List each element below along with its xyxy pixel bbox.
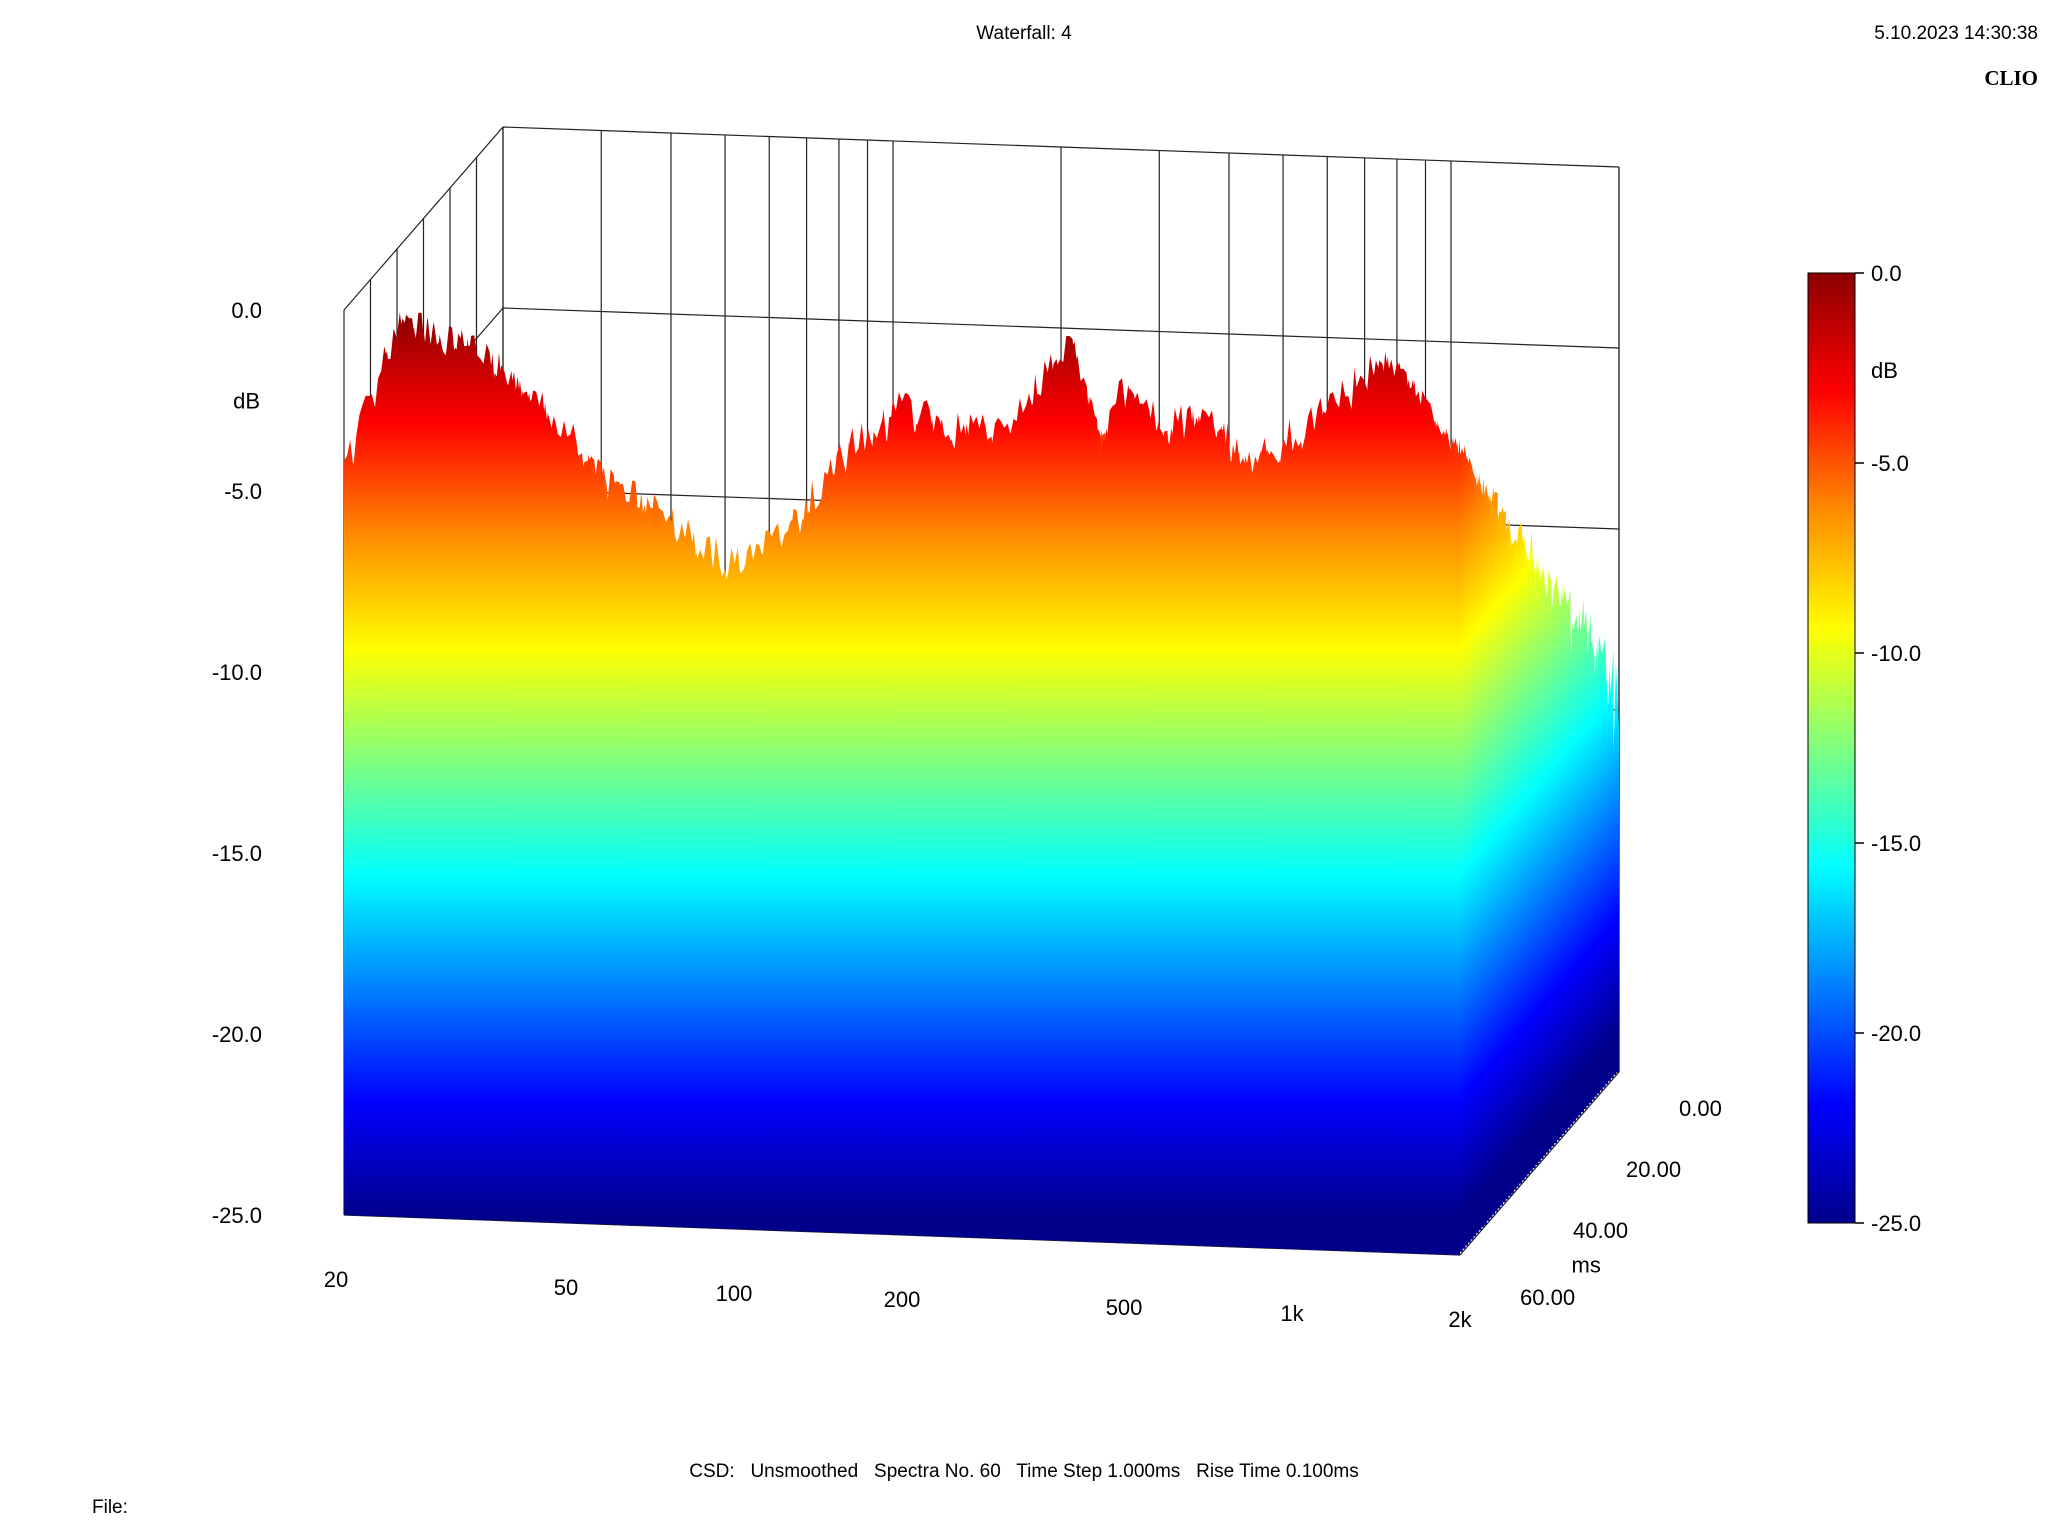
grid-line	[502, 307, 1620, 349]
colorbar-tick-label: -5.0	[1871, 451, 1909, 476]
colorbar-gradient	[1807, 272, 1856, 1224]
x-tick-label: 100	[716, 1281, 753, 1306]
colorbar-tick-label: -10.0	[1871, 641, 1921, 666]
y-tick-label: -5.0	[224, 479, 262, 504]
y-tick-label: -20.0	[212, 1022, 262, 1047]
clio-logo: CLIO	[1984, 66, 2038, 90]
y-tick-label: -10.0	[212, 660, 262, 685]
x-tick-label: 200	[884, 1287, 921, 1312]
x-tick-label: 2k	[1448, 1307, 1472, 1332]
y-tick-label: -25.0	[212, 1203, 262, 1228]
x-tick-label: 500	[1106, 1295, 1143, 1320]
y-tick-label: 0.0	[231, 298, 262, 323]
z-tick-label: 20.00	[1626, 1157, 1681, 1182]
datetime-stamp: 5.10.2023 14:30:38	[1874, 23, 2038, 44]
y-axis-unit-label: dB	[233, 389, 260, 414]
z-axis-unit-label: ms	[1572, 1253, 1601, 1278]
grid-line	[502, 126, 1620, 168]
colorbar-tick-label: 0.0	[1871, 261, 1902, 286]
x-tick-label: 1k	[1280, 1301, 1304, 1326]
waterfall-spectrum-slice	[344, 312, 1460, 1255]
footer-file-label: File:	[92, 1497, 128, 1518]
chart-title: Waterfall: 4	[976, 23, 1072, 44]
x-tick-label: 20	[324, 1267, 348, 1292]
z-tick-label: 40.00	[1573, 1218, 1628, 1243]
footer-settings: CSD: Unsmoothed Spectra No. 60 Time Step…	[689, 1461, 1359, 1482]
x-tick-label: 50	[554, 1275, 578, 1300]
colorbar-tick-label: -20.0	[1871, 1021, 1921, 1046]
colorbar-tick-label: -15.0	[1871, 831, 1921, 856]
waterfall-surface	[344, 312, 1619, 1255]
z-tick-label: 60.00	[1520, 1285, 1575, 1310]
z-tick-label: 0.00	[1679, 1096, 1722, 1121]
colorbar-tick-label: -25.0	[1871, 1211, 1921, 1236]
colorbar-unit-label: dB	[1871, 358, 1898, 383]
y-tick-label: -15.0	[212, 841, 262, 866]
